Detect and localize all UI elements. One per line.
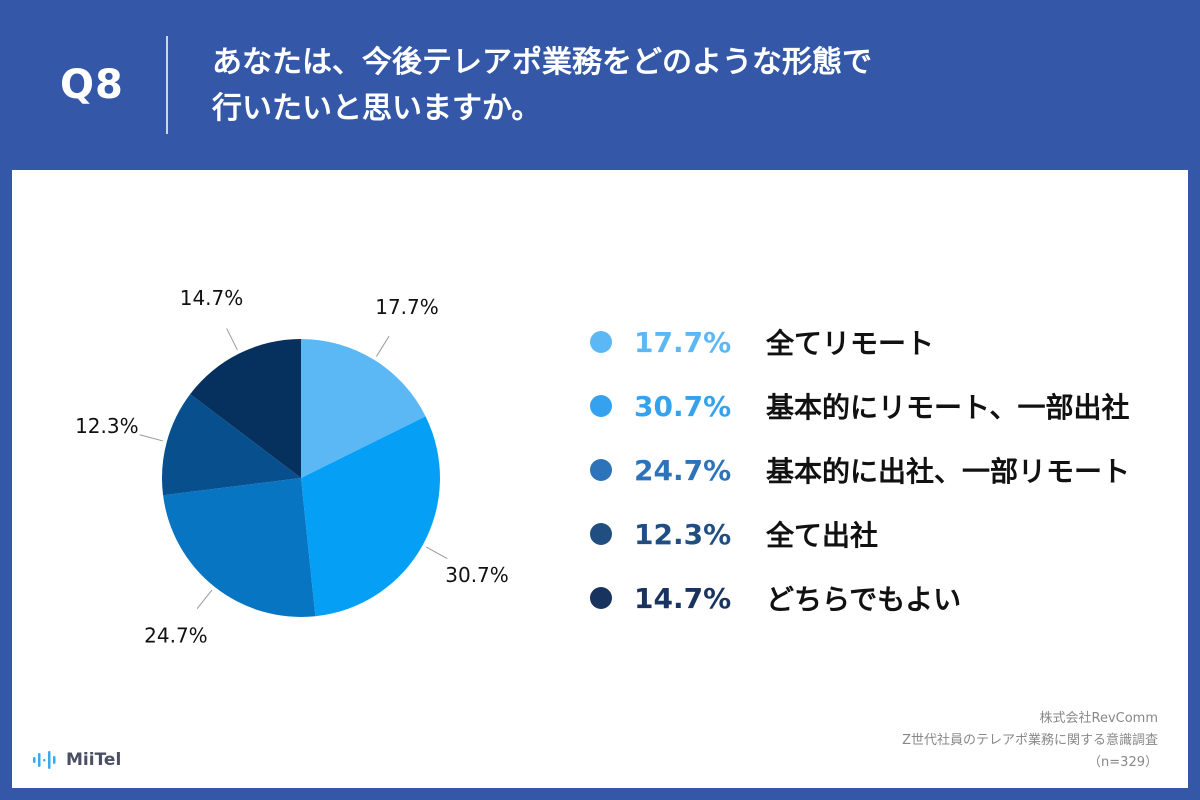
pie-chart: 17.7% 30.7% 24.7% 12.3% 14.7% <box>75 286 509 647</box>
question-text: あなたは、今後テレアポ業務をどのような形態で 行いたいと思いますか。 <box>212 40 1112 132</box>
legend-percent: 14.7% <box>634 581 732 615</box>
legend-label: どちらでもよい <box>766 583 962 616</box>
legend-dot <box>590 587 612 609</box>
question-line-1: あなたは、今後テレアポ業務をどのような形態で <box>212 45 872 80</box>
pie-slice-no-preference <box>190 339 301 478</box>
legend-dot <box>590 331 612 353</box>
legend-label: 基本的にリモート、一部出社 <box>766 391 1130 424</box>
legend-item-mostly-remote: 30.7% 基本的にリモート、一部出社 <box>584 374 1184 438</box>
legend-percent: 17.7% <box>634 325 732 359</box>
legend-dot <box>590 395 612 417</box>
leader-line-no-preference <box>226 328 238 351</box>
leader-line-full-remote <box>375 335 390 357</box>
chart-panel: 17.7% 30.7% 24.7% 12.3% 14.7% 17.7% 全てリモート 30.… <box>12 170 1188 788</box>
legend-percent: 12.3% <box>634 517 732 551</box>
pie-slice-mostly-remote <box>301 416 441 617</box>
legend-percent: 24.7% <box>634 453 732 487</box>
legend-dot <box>590 523 612 545</box>
source-company: 株式会社RevComm <box>1039 711 1159 726</box>
legend-item-no-preference: 14.7% どちらでもよい <box>584 566 1184 630</box>
pie-label-no-preference: 14.7% <box>180 286 244 310</box>
pie-slice-mostly-office <box>163 478 316 617</box>
legend-item-full-office: 12.3% 全て出社 <box>584 502 1184 566</box>
pie-slice-full-remote <box>301 339 426 478</box>
leader-line-full-office <box>139 434 164 442</box>
sound-wave-icon <box>33 751 56 769</box>
source-note: 株式会社RevComm Z世代社員のテレアポ業務に関する意識調査 （n=329） <box>902 708 1158 774</box>
pie-slice-full-office <box>162 394 301 496</box>
pie-label-mostly-office: 24.7% <box>144 623 208 647</box>
leader-line-mostly-office <box>196 589 213 610</box>
brand-logo: MiiTel <box>32 750 121 770</box>
pie-label-mostly-remote: 30.7% <box>445 563 509 587</box>
legend-label: 全て出社 <box>766 519 879 552</box>
legend-label: 全てリモート <box>766 327 935 360</box>
header: Q8 あなたは、今後テレアポ業務をどのような形態で 行いたいと思いますか。 <box>0 0 1200 170</box>
brand-name: MiiTel <box>66 750 122 770</box>
header-divider <box>166 36 168 134</box>
legend-item-full-remote: 17.7% 全てリモート <box>584 310 1184 374</box>
legend-dot <box>590 459 612 481</box>
pie-label-full-remote: 17.7% <box>375 295 439 319</box>
legend-label: 基本的に出社、一部リモート <box>766 455 1131 488</box>
question-number: Q8 <box>60 62 124 108</box>
question-line-2: 行いたいと思いますか。 <box>212 91 542 126</box>
source-sample: （n=329） <box>1088 755 1158 770</box>
legend-item-mostly-office: 24.7% 基本的に出社、一部リモート <box>584 438 1184 502</box>
source-survey: Z世代社員のテレアポ業務に関する意識調査 <box>902 733 1158 748</box>
legend-percent: 30.7% <box>634 389 732 423</box>
legend: 17.7% 全てリモート 30.7% 基本的にリモート、一部出社 24.7% 基本的に出社… <box>584 310 1184 630</box>
pie-label-full-office: 12.3% <box>75 414 139 438</box>
leader-line-mostly-remote <box>425 546 448 560</box>
